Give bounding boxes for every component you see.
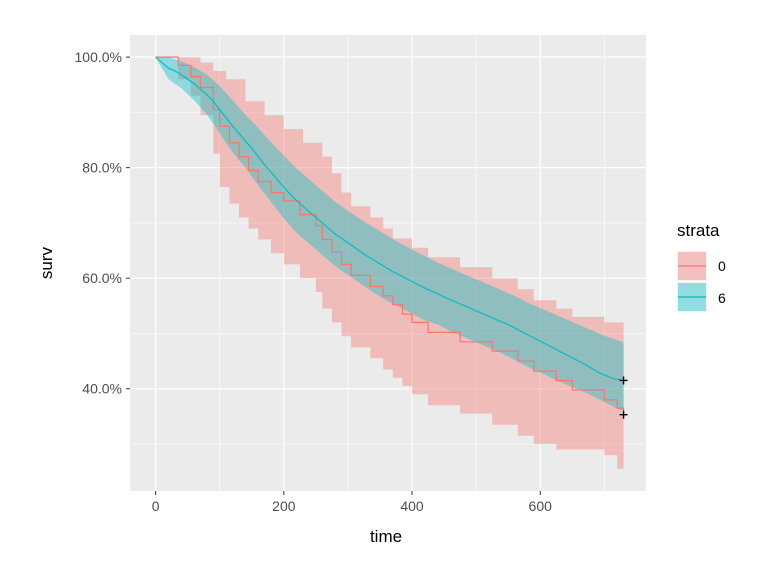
plot-panel (130, 35, 646, 491)
x-axis-title: time (370, 527, 402, 546)
legend-item-6: 6 (677, 282, 726, 312)
confidence-band-0 (155, 57, 624, 469)
censor-mark-0 (619, 410, 628, 419)
y-axis-ticks: 40.0% 60.0% 80.0% 100.0% (75, 49, 130, 397)
major-gridlines (130, 35, 646, 491)
y-tick-label-2: 80.0% (82, 160, 122, 176)
legend-label-0: 0 (718, 258, 726, 274)
censor-mark-6 (619, 376, 628, 385)
legend: strata 0 6 (677, 221, 726, 312)
x-axis-ticks: 0 200 400 600 (152, 491, 552, 514)
y-tick-label-1: 60.0% (82, 270, 122, 286)
legend-title: strata (677, 221, 720, 240)
y-axis-title: surv (37, 246, 56, 279)
x-tick-label-3: 600 (529, 498, 553, 514)
y-tick-label-0: 40.0% (82, 381, 122, 397)
legend-item-0: 0 (677, 251, 726, 281)
survival-line-0 (155, 56, 625, 415)
x-tick-label-2: 400 (400, 498, 424, 514)
x-tick-label-0: 0 (152, 498, 160, 514)
survival-line-6 (155, 56, 624, 382)
confidence-band-6 (155, 57, 624, 411)
censor-marks (619, 376, 628, 419)
survival-lines (155, 56, 625, 415)
confidence-bands (155, 57, 624, 469)
x-tick-label-1: 200 (272, 498, 296, 514)
legend-label-6: 6 (718, 290, 726, 306)
y-tick-label-3: 100.0% (75, 49, 122, 65)
